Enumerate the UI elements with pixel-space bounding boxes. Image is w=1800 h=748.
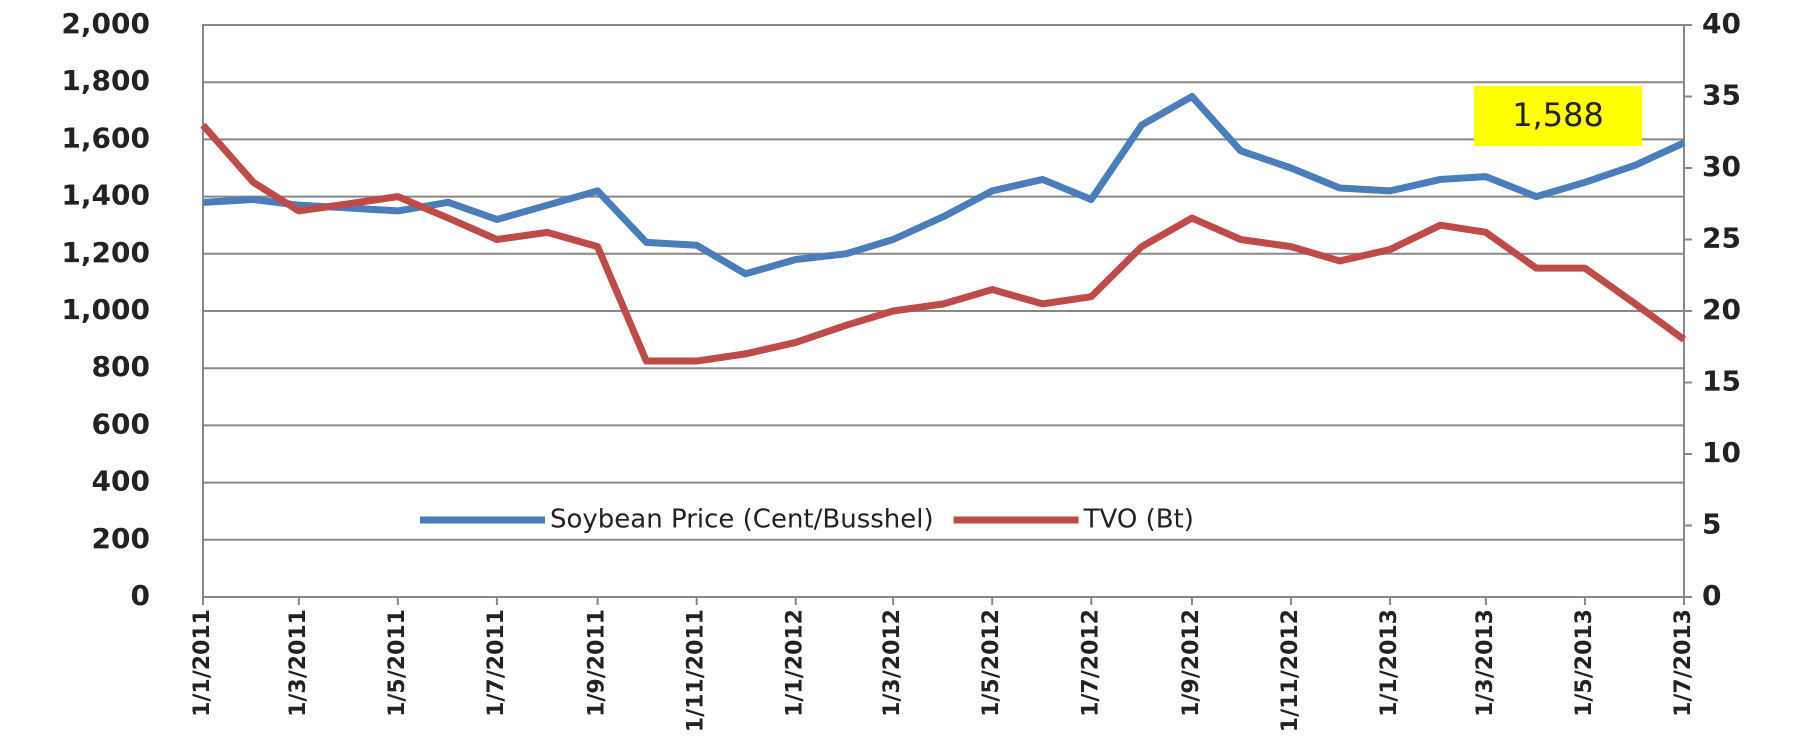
y-tick-label: 1,400 <box>61 179 150 212</box>
legend-label: TVO (Bt) <box>1083 505 1194 535</box>
x-tick-label: 1/9/2012 <box>1179 609 1204 717</box>
y-tick-label: 1,000 <box>61 293 150 326</box>
y-tick-label: 600 <box>92 407 150 440</box>
y2-tick-label: 25 <box>1702 222 1741 255</box>
y2-tick-label: 5 <box>1702 508 1721 541</box>
x-tick-label: 1/1/2012 <box>783 609 808 717</box>
x-tick-label: 1/3/2013 <box>1473 609 1498 717</box>
annotation: 1,588 <box>1512 96 1604 134</box>
y-tick-label: 1,800 <box>61 64 150 97</box>
y2-tick-label: 20 <box>1702 293 1741 326</box>
y-tick-label: 2,000 <box>61 7 150 40</box>
y-tick-label: 0 <box>131 579 150 612</box>
x-tick-label: 1/7/2013 <box>1671 609 1696 717</box>
x-tick-label: 1/5/2012 <box>979 609 1004 717</box>
y2-tick-label: 10 <box>1702 436 1741 469</box>
y2-tick-label: 0 <box>1702 579 1721 612</box>
y2-tick-label: 40 <box>1702 7 1741 40</box>
y2-tick-label: 30 <box>1702 150 1741 183</box>
x-tick-label: 1/3/2011 <box>286 609 311 717</box>
y2-tick-label: 15 <box>1702 365 1741 398</box>
x-tick-label: 1/3/2012 <box>880 609 905 717</box>
series-line <box>202 93 1686 278</box>
x-tick-label: 1/7/2012 <box>1078 609 1103 717</box>
y-tick-label: 800 <box>92 350 150 383</box>
series-line <box>200 122 1687 365</box>
legend: Soybean Price (Cent/Busshel) TVO (Bt) <box>420 505 1194 535</box>
annotation-box <box>1474 86 1642 146</box>
y-tick-label: 1,600 <box>61 121 150 154</box>
y-tick-label: 200 <box>92 522 150 555</box>
y-tick-label: 1,200 <box>61 236 150 269</box>
x-tick-label: 1/9/2011 <box>585 609 610 717</box>
x-tick-label: 1/5/2013 <box>1572 609 1597 717</box>
x-tick-label: 1/5/2011 <box>385 609 410 717</box>
x-tick-label: 1/1/2013 <box>1377 609 1402 717</box>
y2-tick-label: 35 <box>1702 79 1741 112</box>
x-tick-label: 1/7/2011 <box>484 609 509 717</box>
legend-label: Soybean Price (Cent/Busshel) <box>550 505 934 535</box>
y-tick-label: 400 <box>92 465 150 498</box>
x-tick-label: 1/11/2012 <box>1278 609 1303 732</box>
x-tick-label: 1/11/2011 <box>684 609 709 732</box>
x-tick-label: 1/1/2011 <box>190 609 215 717</box>
